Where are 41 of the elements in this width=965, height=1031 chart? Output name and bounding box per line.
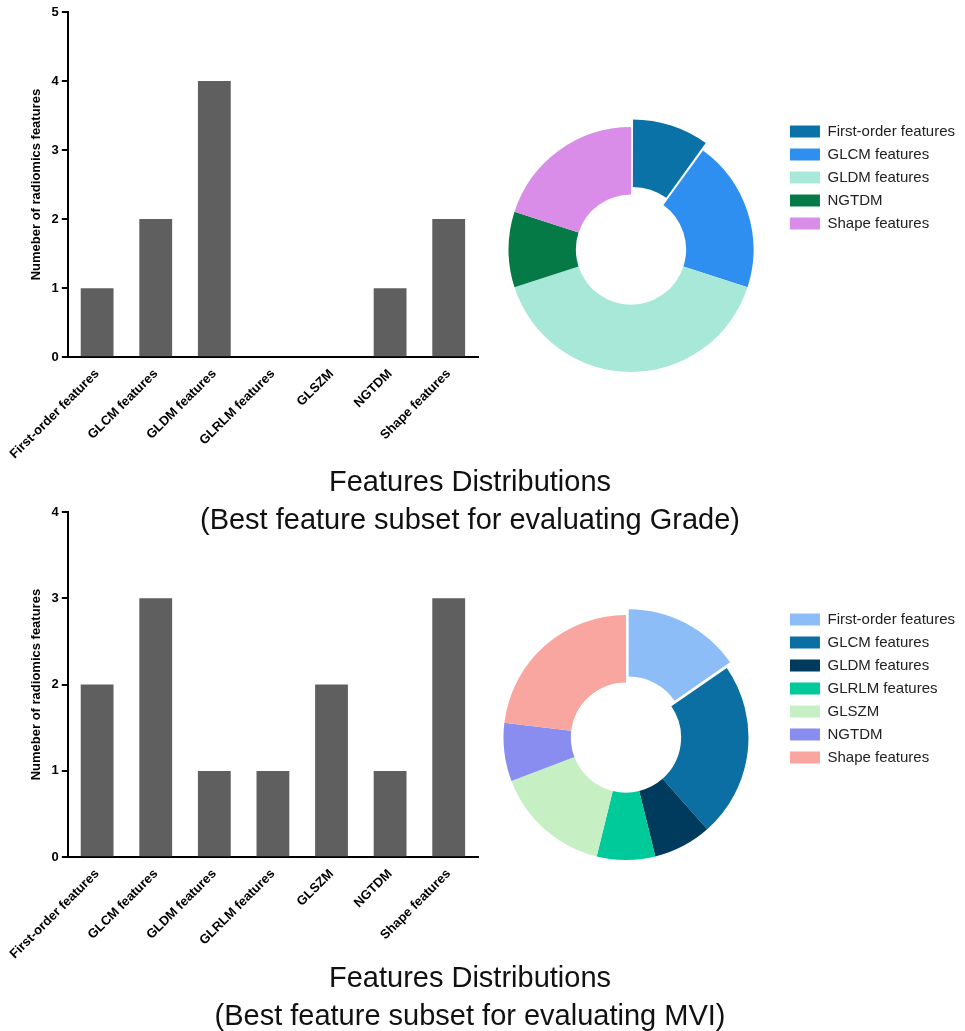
- legend-label: GLDM features: [827, 655, 930, 673]
- legend-label: NGTDM: [827, 724, 883, 742]
- bar: [139, 219, 173, 357]
- y-tick-label: 2: [51, 210, 59, 226]
- bar: [139, 598, 173, 857]
- y-tick-label: 0: [51, 848, 59, 864]
- legend-label: GLSZM: [827, 701, 880, 719]
- legend-label: Shape features: [827, 213, 930, 231]
- text: (Best feature subset for evaluating MVI): [213, 998, 727, 1031]
- bar: [432, 598, 466, 857]
- text: Features Distributions: [327, 464, 613, 499]
- legend-label: NGTDM: [827, 190, 883, 208]
- bar: [315, 684, 348, 857]
- y-tick-label: 5: [51, 3, 59, 19]
- legend-label: Shape features: [827, 747, 930, 765]
- y-tick-label: 4: [51, 72, 60, 88]
- text: (Best feature subset for evaluating Grade): [199, 503, 740, 535]
- y-tick-label: 1: [51, 762, 59, 778]
- legend-label: GLDM features: [827, 167, 930, 185]
- y-axis-title: Numeber of radiomics features: [28, 588, 44, 781]
- bar: [432, 219, 466, 357]
- y-tick-label: 3: [51, 141, 59, 157]
- bar: [80, 288, 114, 357]
- y-tick-label: 1: [51, 279, 59, 295]
- bar: [256, 770, 290, 857]
- legend-label: GLRLM features: [827, 678, 938, 696]
- y-tick-label: 3: [51, 589, 59, 605]
- bar: [197, 770, 231, 857]
- bar: [197, 81, 231, 357]
- y-tick-label: 4: [51, 503, 60, 519]
- y-axis-title: Numeber of radiomics features: [28, 88, 44, 281]
- y-tick-label: 2: [51, 676, 59, 692]
- text: Features Distributions: [328, 961, 612, 993]
- legend-label: First-order features: [827, 609, 956, 627]
- bar: [80, 684, 114, 857]
- bar: [373, 770, 407, 857]
- legend-label: GLCM features: [827, 144, 930, 162]
- y-tick-label: 0: [51, 348, 59, 364]
- legend-label: First-order features: [827, 121, 956, 139]
- legend-label: GLCM features: [827, 632, 930, 650]
- bar: [373, 288, 407, 357]
